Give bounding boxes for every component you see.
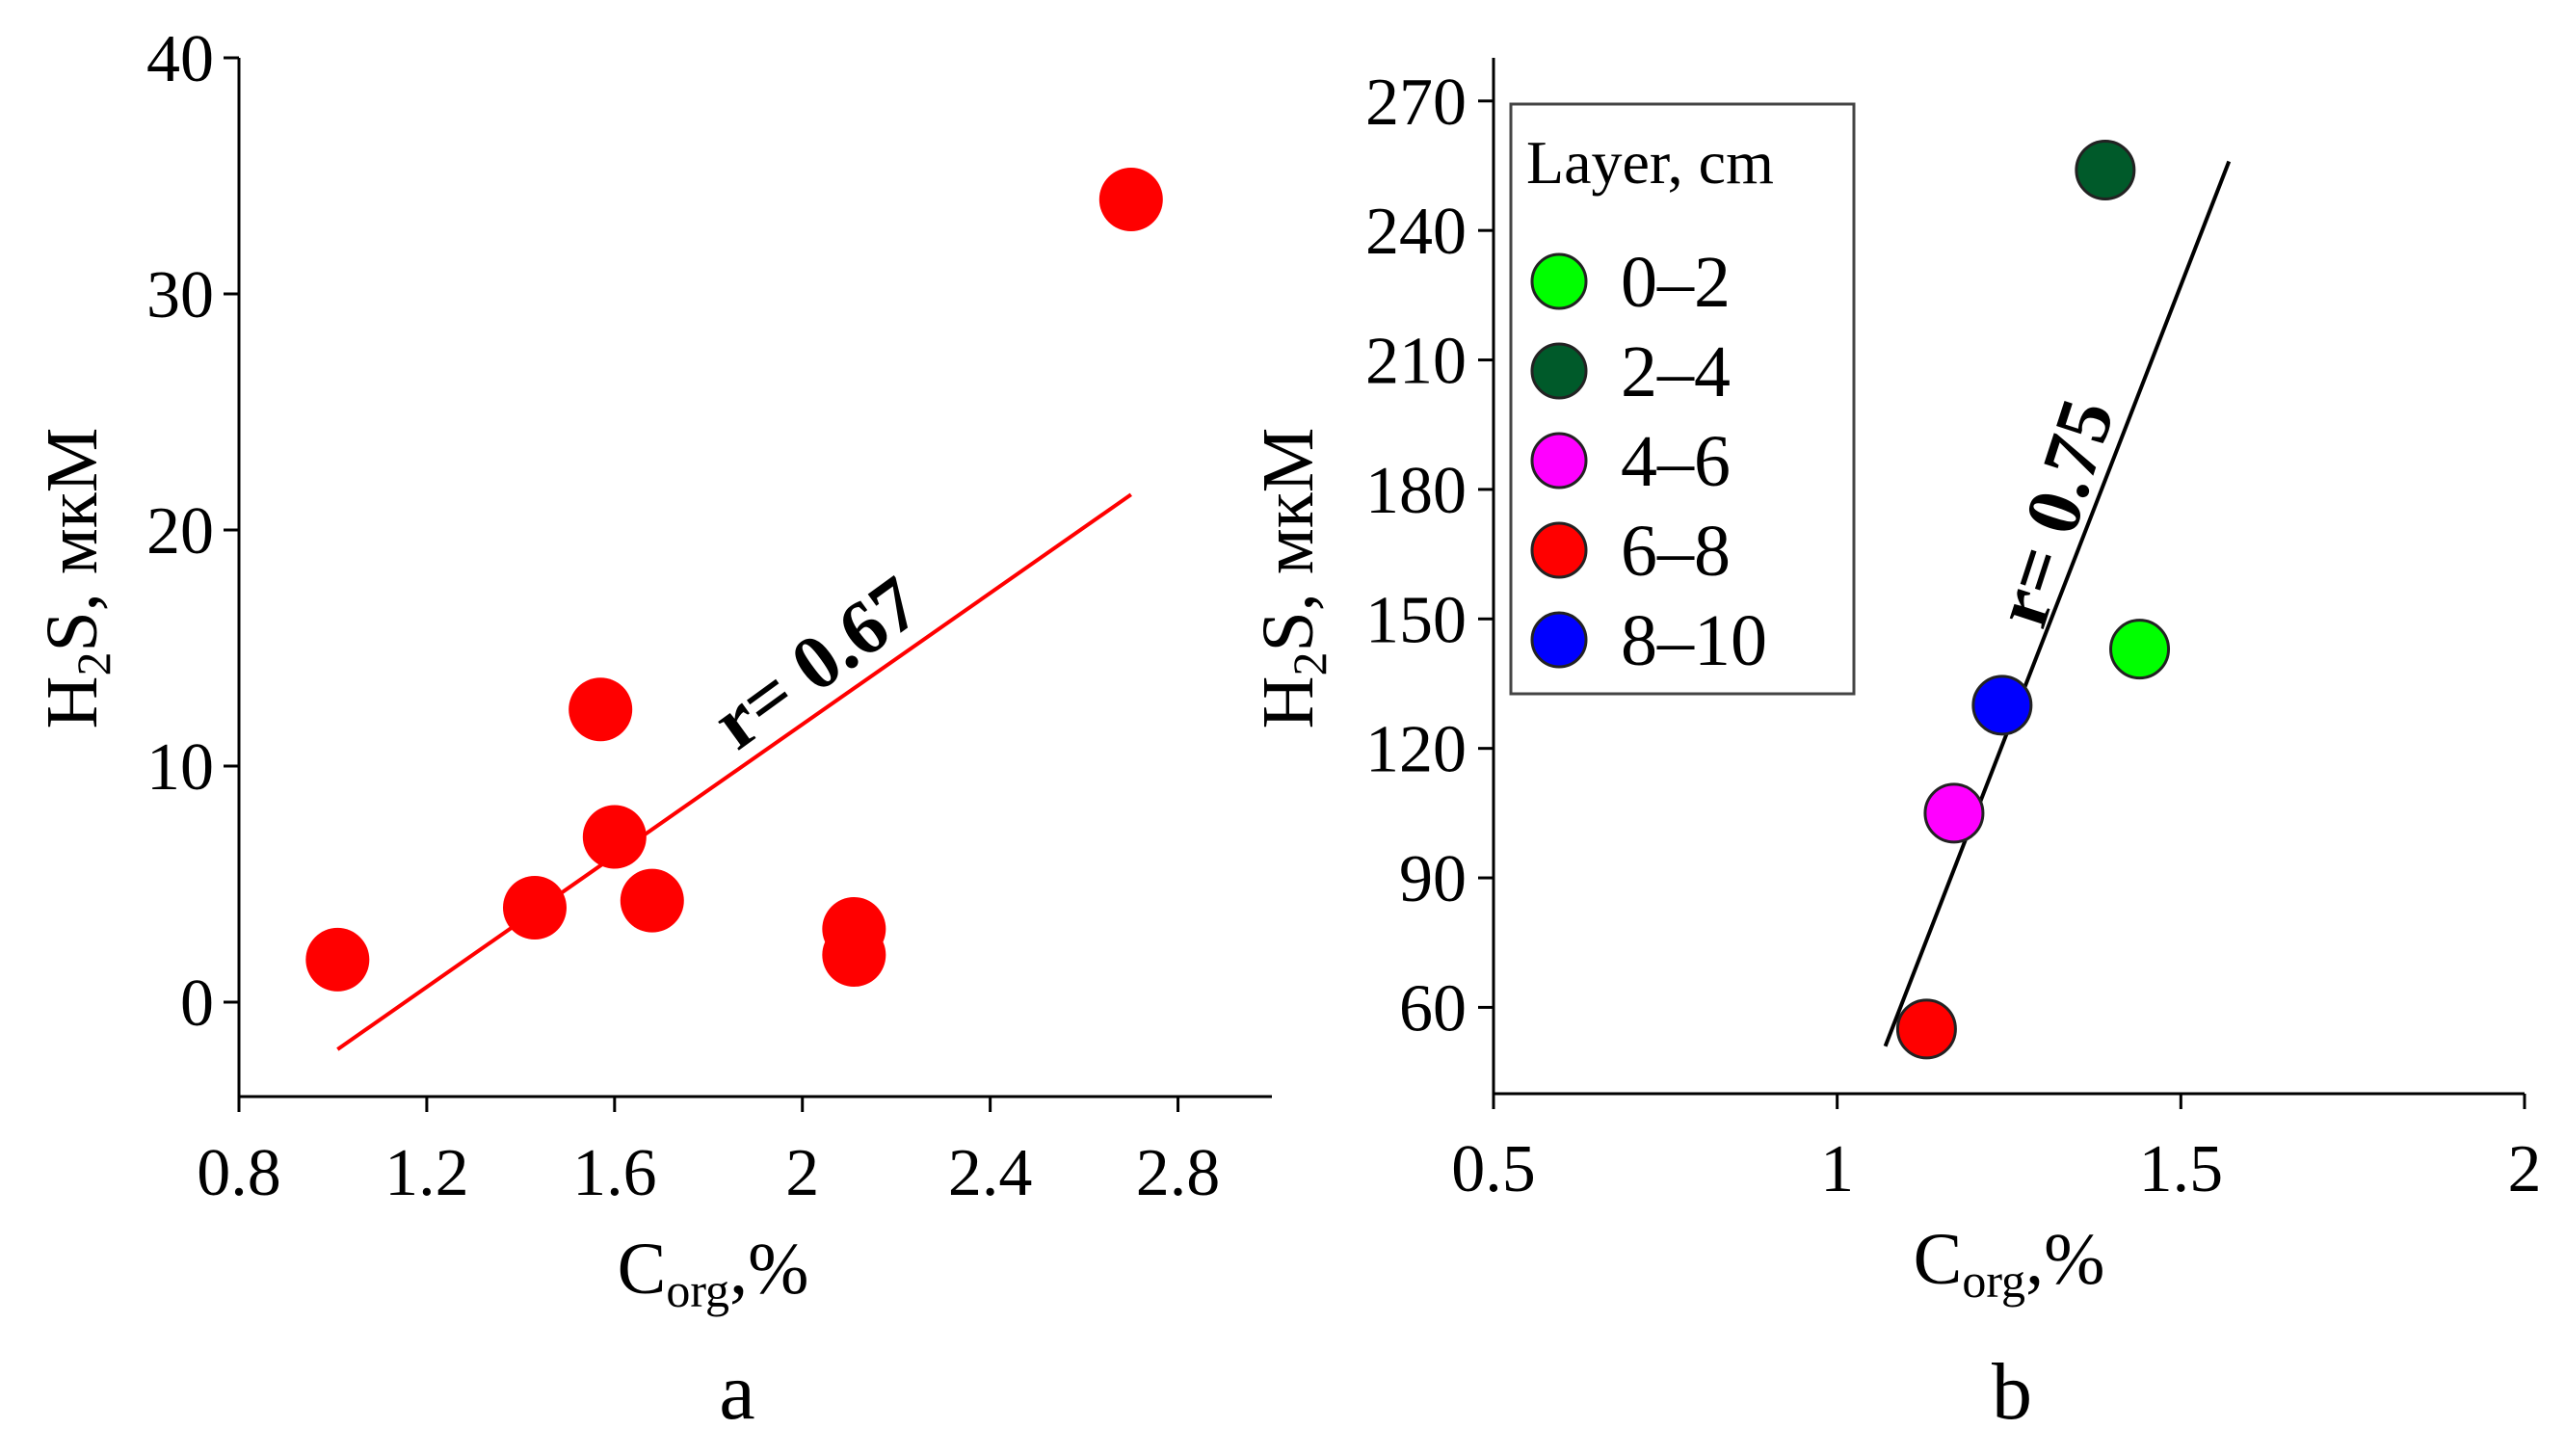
y-ticks-b: 60 90 120 150 180 210 240 270 (1365, 66, 1494, 1046)
legend-box (1509, 102, 1856, 696)
y-tick-label: 0 (180, 966, 214, 1041)
y-tick-label: 240 (1365, 195, 1467, 269)
data-point (2109, 619, 2171, 680)
panel-label-b: b (1992, 1347, 2032, 1437)
x-tick-label: 1.6 (572, 1136, 657, 1210)
legend-label: 8–10 (1621, 600, 1767, 681)
x-tick-label: 1.5 (2139, 1132, 2224, 1206)
y-axis-label-b: H2S, мкМ (1248, 428, 1336, 729)
x-ticks-a: 0.8 1.2 1.6 2 2.4 2.8 (197, 1097, 1220, 1210)
panel-label-a: a (719, 1347, 754, 1437)
y-tick-label: 120 (1365, 713, 1467, 787)
y-tick-label: 30 (146, 258, 214, 332)
data-point (1098, 168, 1163, 231)
correlation-label-a: r= 0.67 (698, 561, 936, 766)
x-axis-label-b: Corg,% (1914, 1219, 2105, 1308)
legend-swatch (1530, 611, 1588, 669)
data-point (1923, 782, 1985, 844)
x-ticks-b: 0.5 1 1.5 2 (1451, 1094, 2542, 1206)
x-tick-label: 0.8 (197, 1136, 281, 1210)
legend-swatch (1530, 342, 1588, 400)
data-point (2075, 139, 2136, 200)
y-tick-label: 180 (1365, 454, 1467, 528)
x-tick-label: 2 (2508, 1132, 2542, 1206)
legend-swatch (1530, 521, 1588, 579)
x-tick-label: 2.8 (1136, 1136, 1221, 1210)
x-tick-label: 2 (785, 1136, 819, 1210)
data-point (502, 876, 567, 940)
y-tick-label: 60 (1399, 971, 1467, 1046)
trendline (336, 492, 1132, 1051)
y-tick-label: 90 (1399, 842, 1467, 916)
data-point (1971, 675, 2033, 736)
data-point (620, 868, 684, 933)
data-point (1895, 998, 1957, 1060)
legend-swatch (1530, 432, 1588, 490)
data-point (569, 677, 633, 742)
legend-label: 4–6 (1621, 421, 1731, 502)
x-tick-label: 1.2 (384, 1136, 469, 1210)
trendline (1883, 160, 2232, 1047)
y-axis-label-a: H2S, мкМ (32, 428, 120, 729)
points-b (1895, 139, 2171, 1060)
legend-label: 0–2 (1621, 242, 1731, 323)
panel-a: 0 10 20 30 40 0.8 1.2 1.6 2 2.4 2.8 r= 0.67 Corg,… (32, 22, 1272, 1437)
x-tick-label: 2.4 (948, 1136, 1033, 1210)
y-tick-label: 40 (146, 22, 214, 96)
data-point (305, 927, 370, 992)
trendline-b (1883, 160, 2232, 1047)
legend-items: 0–22–4 4–6 6–88–10 (1530, 242, 1767, 681)
data-point (582, 805, 647, 869)
x-axis-label-a: Corg,% (618, 1229, 809, 1317)
y-tick-label: 150 (1365, 583, 1467, 657)
y-ticks-a: 0 10 20 30 40 (146, 22, 239, 1041)
y-tick-label: 20 (146, 494, 214, 569)
correlation-label-b: r= 0.75 (1978, 389, 2130, 636)
x-tick-label: 0.5 (1451, 1132, 1536, 1206)
y-tick-label: 210 (1365, 325, 1467, 399)
y-tick-label: 270 (1365, 66, 1467, 140)
y-tick-label: 10 (146, 730, 214, 805)
points-a (305, 168, 1163, 992)
data-point (822, 923, 886, 987)
legend-swatch (1530, 252, 1588, 310)
legend-label: 6–8 (1621, 511, 1731, 592)
x-tick-label: 1 (1820, 1132, 1854, 1206)
legend-label: 2–4 (1621, 331, 1731, 412)
legend-title: Layer, cm (1526, 128, 1774, 197)
trendline-a (336, 492, 1132, 1051)
legend: Layer, cm 0–22–4 4–6 6–88–10 (1509, 102, 1856, 696)
